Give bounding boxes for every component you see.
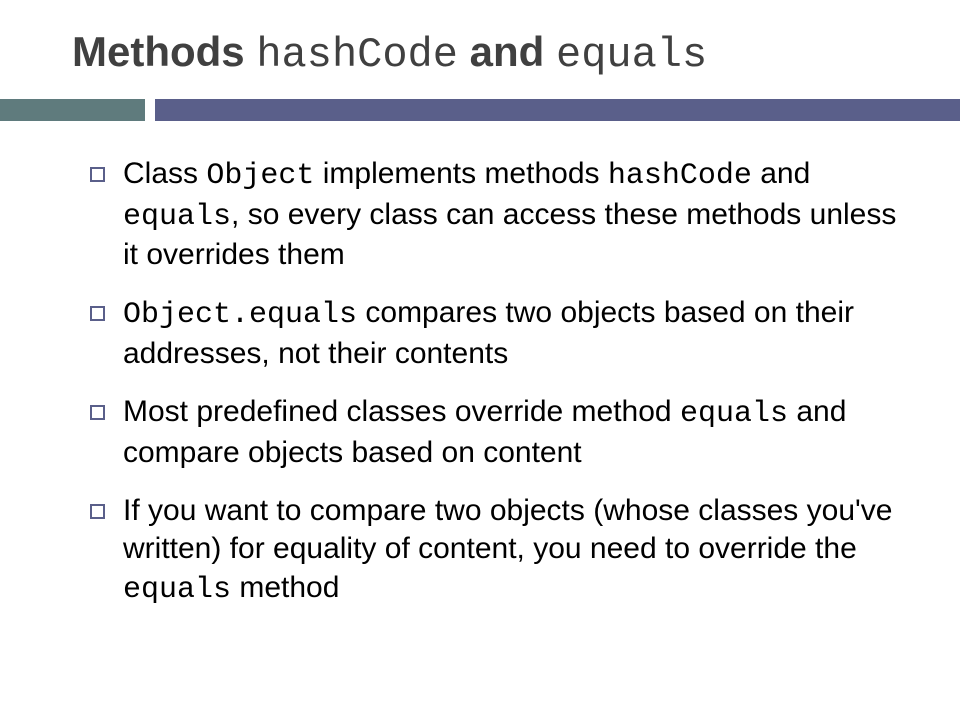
bullet-marker-icon bbox=[90, 306, 105, 321]
content-area: Class Object implements methods hashCode… bbox=[0, 155, 960, 609]
accent-bar bbox=[0, 99, 960, 121]
bullet-item: Object.equals compares two objects based… bbox=[90, 294, 900, 373]
bullet-marker-icon bbox=[90, 167, 105, 182]
bullet-marker-icon bbox=[90, 405, 105, 420]
bullet-item: Most predefined classes override method … bbox=[90, 393, 900, 472]
bullet-marker-icon bbox=[90, 504, 105, 519]
slide: Methods hashCode and equals Class Object… bbox=[0, 0, 960, 720]
bullet-item: Class Object implements methods hashCode… bbox=[90, 155, 900, 274]
accent-bar-gap bbox=[145, 99, 155, 121]
bullet-text: Object.equals compares two objects based… bbox=[123, 294, 900, 373]
slide-title: Methods hashCode and equals bbox=[0, 0, 960, 99]
accent-bar-left bbox=[0, 99, 145, 121]
bullet-item: If you want to compare two objects (whos… bbox=[90, 492, 900, 609]
bullet-text: Class Object implements methods hashCode… bbox=[123, 155, 900, 274]
bullet-text: Most predefined classes override method … bbox=[123, 393, 900, 472]
accent-bar-right bbox=[155, 99, 960, 121]
bullet-text: If you want to compare two objects (whos… bbox=[123, 492, 900, 609]
